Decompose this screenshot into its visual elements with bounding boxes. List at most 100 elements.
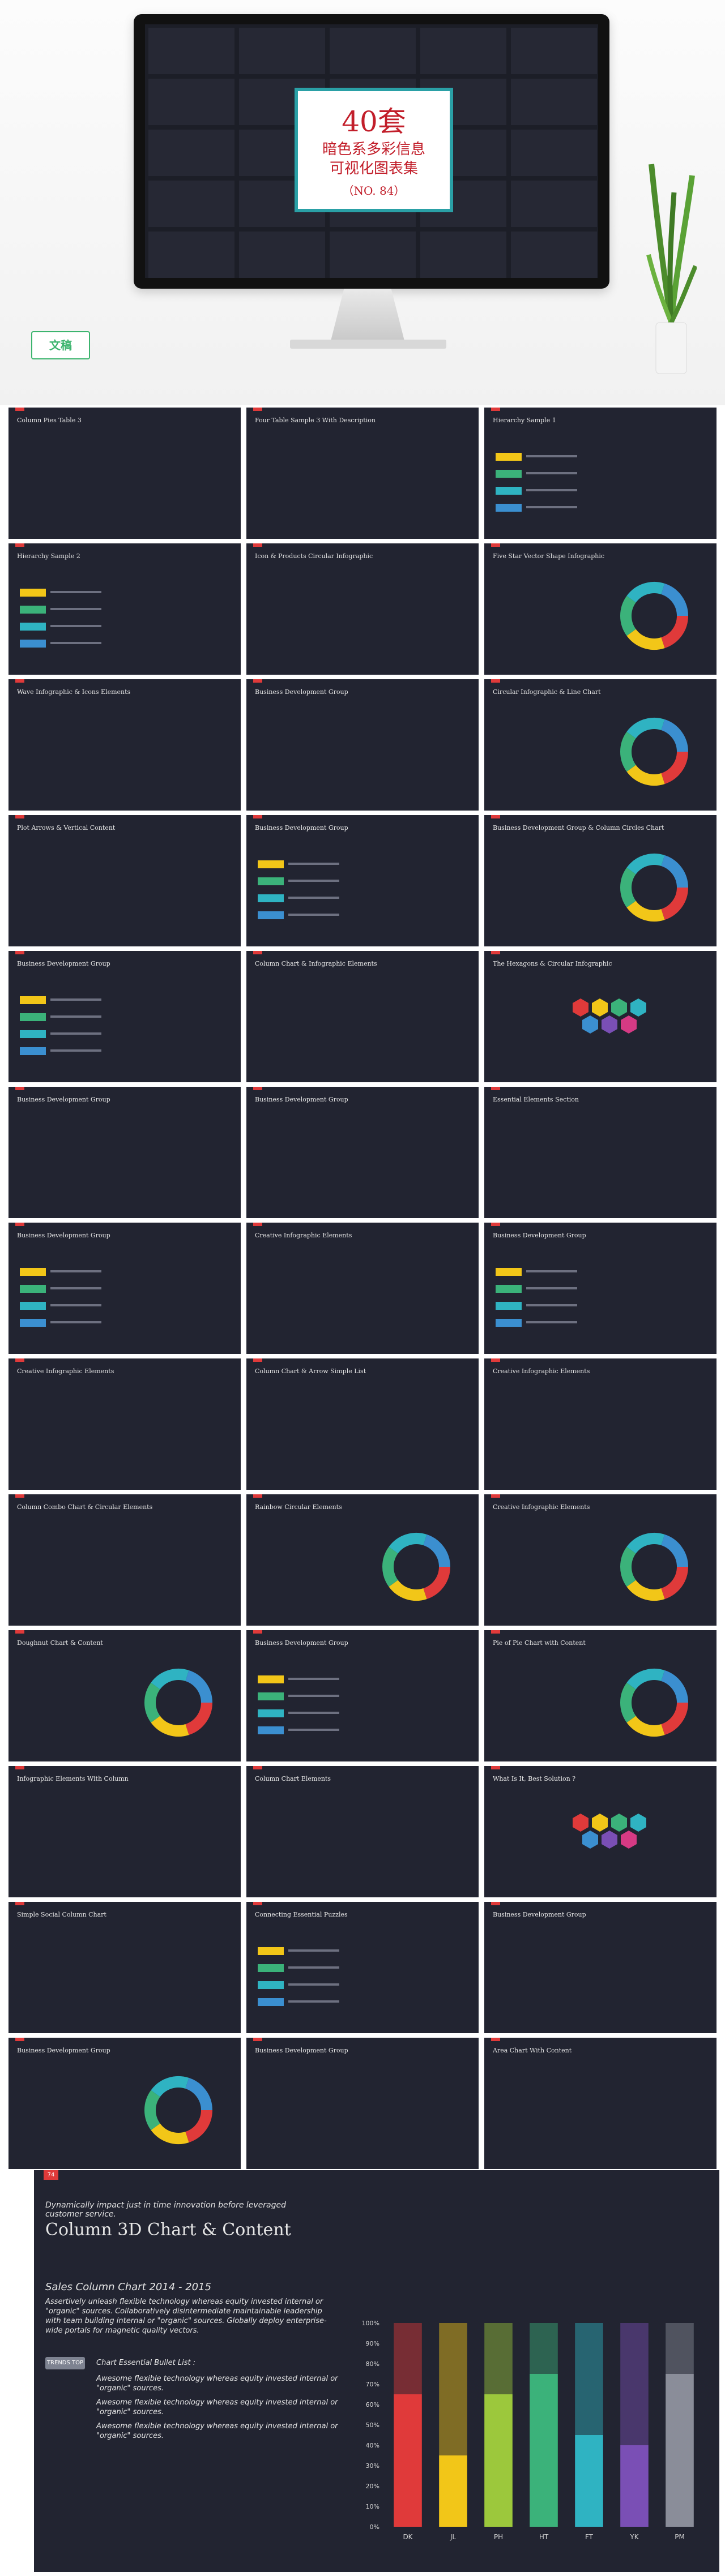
y-tick-label: 30% xyxy=(366,2462,379,2470)
donut-segment xyxy=(626,1669,665,1690)
slide-title: Creative Infographic Elements xyxy=(17,1368,114,1375)
bar-lower xyxy=(575,2435,603,2527)
slide-thumbnail[interactable]: Connecting Essential Puzzles xyxy=(246,1902,479,2033)
donut-segment xyxy=(382,1546,398,1587)
hexagon-shape xyxy=(582,1831,598,1849)
slide-title: Rainbow Circular Elements xyxy=(255,1503,342,1511)
slide-tag xyxy=(253,1223,262,1226)
brand-logo: 文稿 xyxy=(31,331,90,359)
donut-segment xyxy=(185,2110,212,2143)
text-line xyxy=(288,2000,339,2003)
slide-thumbnail[interactable]: Business Development Group xyxy=(8,2038,241,2169)
donut-segment xyxy=(151,2076,189,2097)
text-line xyxy=(526,1270,577,1272)
slide-thumbnail[interactable]: Business Development Group xyxy=(8,951,241,1082)
hexagon-shape xyxy=(573,1814,588,1832)
screen-thumbnail xyxy=(239,28,325,74)
slide-thumbnail[interactable]: What Is It, Best Solution ? xyxy=(484,1766,717,1897)
slide-tag xyxy=(15,408,24,411)
slide-graphic xyxy=(246,951,479,1082)
slide-tag xyxy=(15,1358,24,1362)
slide-thumbnail[interactable]: Five Star Vector Shape Infographic xyxy=(484,543,717,675)
slide-thumbnail[interactable]: Creative Infographic Elements xyxy=(484,1358,717,1490)
text-line xyxy=(50,591,101,593)
slide-thumbnail[interactable]: Four Table Sample 3 With Description xyxy=(246,408,479,539)
slide-thumbnail[interactable]: Wave Infographic & Icons Elements xyxy=(8,679,241,811)
slide-title: Column Chart Elements xyxy=(255,1775,331,1782)
slide-title: Circular Infographic & Line Chart xyxy=(493,688,601,696)
text-line xyxy=(50,998,101,1001)
hero-title-count: 40套 xyxy=(342,105,406,138)
text-line xyxy=(50,1321,101,1323)
slide-thumbnail[interactable]: Creative Infographic Elements xyxy=(484,1494,717,1626)
slide-thumbnail[interactable]: Business Development Group xyxy=(484,1902,717,2033)
trends-button[interactable]: TRENDS TOP xyxy=(45,2357,85,2369)
slide-graphic xyxy=(144,2076,212,2144)
slide-graphic xyxy=(8,1902,241,2033)
slide-thumbnail[interactable]: Infographic Elements With Column xyxy=(8,1766,241,1897)
slide-thumbnail-grid: Column Pies Table 3 Four Table Sample 3 W… xyxy=(0,408,725,2169)
text-line xyxy=(50,1287,101,1289)
slide-thumbnail[interactable]: Creative Infographic Elements xyxy=(246,1223,479,1354)
slide-thumbnail[interactable]: Essential Elements Section xyxy=(484,1087,717,1218)
screen-thumbnail xyxy=(511,28,597,74)
slide-thumbnail[interactable]: Business Development Group xyxy=(246,1630,479,1761)
slide-thumbnail[interactable]: Column Pies Table 3 xyxy=(8,408,241,539)
slide-thumbnail[interactable]: Business Development Group xyxy=(246,815,479,946)
slide-thumbnail[interactable]: Business Development Group & Column Circ… xyxy=(484,815,717,946)
slide-tag xyxy=(15,2038,24,2041)
text-line xyxy=(526,506,577,508)
slide-thumbnail[interactable]: Pie of Pie Chart with Content xyxy=(484,1630,717,1761)
slide-thumbnail[interactable]: Creative Infographic Elements xyxy=(8,1358,241,1490)
slide-thumbnail[interactable]: Column Chart Elements xyxy=(246,1766,479,1897)
y-tick-label: 50% xyxy=(366,2421,379,2429)
list-label-shape xyxy=(20,1047,46,1055)
list-label-shape xyxy=(20,623,46,631)
text-line xyxy=(526,472,577,474)
bullet-item: Awesome flexible technology whereas equi… xyxy=(96,2374,338,2393)
slide-thumbnail[interactable]: Business Development Group xyxy=(8,1087,241,1218)
slide-thumbnail[interactable]: Simple Social Column Chart xyxy=(8,1902,241,2033)
slide-thumbnail[interactable]: Doughnut Chart & Content xyxy=(8,1630,241,1761)
slide-title: Business Development Group xyxy=(255,1096,348,1103)
slide-thumbnail[interactable]: Plot Arrows & Vertical Content xyxy=(8,815,241,946)
text-line xyxy=(288,1983,339,1986)
slide-thumbnail[interactable]: Column Chart & Infographic Elements xyxy=(246,951,479,1082)
x-tick-label: PH xyxy=(494,2533,503,2541)
donut-segment xyxy=(423,1534,450,1567)
text-line xyxy=(288,1729,339,1731)
slide-thumbnail[interactable]: Column Combo Chart & Circular Elements xyxy=(8,1494,241,1626)
slide-thumbnail[interactable]: Business Development Group xyxy=(246,679,479,811)
slide-tag xyxy=(15,543,24,547)
hexagon-shape xyxy=(592,998,608,1017)
slide-tag xyxy=(253,679,262,683)
slide-thumbnail[interactable]: Hierarchy Sample 1 xyxy=(484,408,717,539)
slide-thumbnail[interactable]: Icon & Products Circular Infographic xyxy=(246,543,479,675)
slide-thumbnail[interactable]: Column Chart & Arrow Simple List xyxy=(246,1358,479,1490)
list-label-shape xyxy=(20,589,46,597)
donut-segment xyxy=(389,1533,427,1554)
slide-thumbnail[interactable]: Rainbow Circular Elements xyxy=(246,1494,479,1626)
slide-thumbnail[interactable]: Business Development Group xyxy=(484,1223,717,1354)
donut-segment xyxy=(660,719,688,752)
slide-thumbnail[interactable]: Circular Infographic & Line Chart xyxy=(484,679,717,811)
slide-thumbnail[interactable]: Business Development Group xyxy=(246,1087,479,1218)
slide-thumbnail[interactable]: Business Development Group xyxy=(246,2038,479,2169)
screen-thumbnail xyxy=(511,181,597,227)
slide-thumbnail[interactable]: Business Development Group xyxy=(8,1223,241,1354)
slide-graphic xyxy=(8,815,241,946)
bullet-item: Awesome flexible technology whereas equi… xyxy=(96,2398,338,2416)
slide-graphic xyxy=(8,679,241,811)
hexagon-shape xyxy=(621,1015,637,1034)
slide-title: The Hexagons & Circular Infographic xyxy=(493,960,612,967)
screen-thumbnail xyxy=(330,28,416,74)
slide-graphic xyxy=(484,1087,717,1218)
screen-thumbnail xyxy=(511,79,597,125)
list-label-shape xyxy=(258,894,284,902)
slide-thumbnail[interactable]: Area Chart With Content xyxy=(484,2038,717,2169)
list-label-shape xyxy=(496,470,522,478)
slide-thumbnail[interactable]: Hierarchy Sample 2 xyxy=(8,543,241,675)
screen-thumbnail xyxy=(148,28,234,74)
text-line xyxy=(288,1678,339,1680)
slide-thumbnail[interactable]: The Hexagons & Circular Infographic xyxy=(484,951,717,1082)
